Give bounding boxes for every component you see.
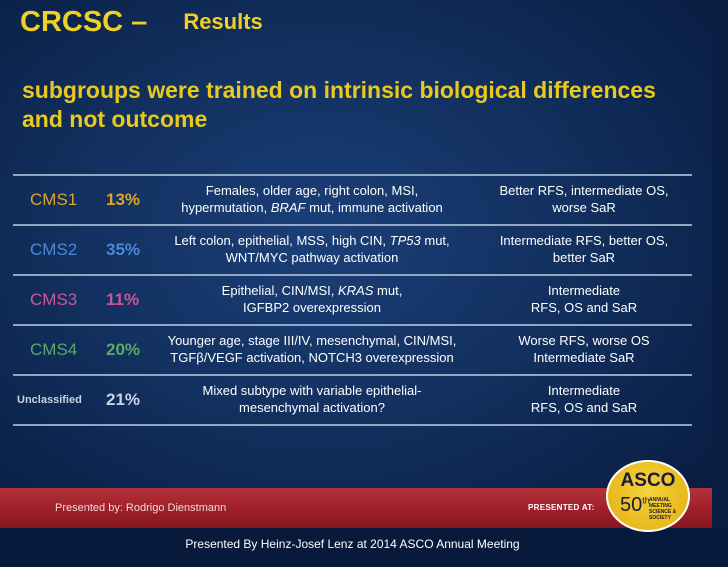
cms-row-cms4: CMS4 20% Younger age, stage III/IV, mese… <box>13 326 692 374</box>
row-divider <box>13 174 692 176</box>
outcome-line: Intermediate SaR <box>533 350 635 365</box>
badge-line: SCIENCE & SOCIETY <box>649 509 677 521</box>
footer-bar: Presented by: Rodrigo Dienstmann PRESENT… <box>0 488 712 528</box>
cms-outcome: Intermediate RFS, OS and SaR <box>479 382 689 416</box>
row-divider <box>13 274 692 276</box>
outcome-line: better SaR <box>552 250 616 265</box>
desc-line: mesenchymal activation? <box>239 400 385 415</box>
outcome-line: Intermediate <box>547 283 621 298</box>
cms-row-cms1: CMS1 13% Females, older age, right colon… <box>13 176 692 224</box>
desc-line: WNT/MYC pathway activation <box>225 250 399 265</box>
desc-line: IGFBP2 overexpression <box>242 300 381 315</box>
cms-percent: 21% <box>106 390 141 409</box>
gene-name: KRAS <box>338 283 374 298</box>
cms-outcome: Intermediate RFS, better OS, better SaR <box>479 232 689 266</box>
cms-row-unclassified: Unclassified 21% Mixed subtype with vari… <box>13 376 692 424</box>
cms-description: Younger age, stage III/IV, mesenchymal, … <box>163 332 461 366</box>
cms-name: CMS1 <box>30 190 78 209</box>
outcome-line: RFS, OS and SaR <box>530 400 638 415</box>
gene-name: TP53 <box>389 233 421 248</box>
badge-ordinal: th <box>642 495 650 506</box>
row-divider <box>13 374 692 376</box>
cms-name: CMS4 <box>30 340 78 359</box>
desc-line: Younger age, stage III/IV, mesenchymal, … <box>167 333 457 348</box>
desc-text: mut, <box>373 283 403 298</box>
presenter-credit: Presented by: Rodrigo Dienstmann <box>55 502 227 514</box>
row-divider <box>13 424 692 426</box>
cms-name: Unclassified <box>17 394 82 406</box>
outcome-line: Worse RFS, worse OS <box>518 333 650 348</box>
cms-outcome: Intermediate RFS, OS and SaR <box>479 282 689 316</box>
outcome-line: Intermediate <box>547 383 621 398</box>
desc-line: Mixed subtype with variable epithelial- <box>202 383 422 398</box>
outcome-line: worse SaR <box>552 200 616 215</box>
badge-number: 50 <box>620 494 643 516</box>
desc-line: hypermutation, BRAF mut, immune activati… <box>163 199 461 216</box>
badge-line: MEETING <box>649 503 672 509</box>
cms-description: Females, older age, right colon, MSI, hy… <box>163 182 461 216</box>
desc-line: Females, older age, right colon, MSI, <box>205 183 419 198</box>
cms-percent: 11% <box>106 290 140 309</box>
desc-line: Epithelial, CIN/MSI, KRAS mut, <box>163 282 461 299</box>
cms-table: CMS1 13% Females, older age, right colon… <box>13 174 692 426</box>
gene-name: BRAF <box>270 200 306 215</box>
cms-description: Left colon, epithelial, MSS, high CIN, T… <box>163 232 461 266</box>
desc-line: TGFβ/VEGF activation, NOTCH3 overexpress… <box>170 350 454 365</box>
slide-subtitle: subgroups were trained on intrinsic biol… <box>22 77 656 132</box>
cms-row-cms3: CMS3 11% Epithelial, CIN/MSI, KRAS mut, … <box>13 276 692 324</box>
cms-outcome: Worse RFS, worse OS Intermediate SaR <box>479 332 689 366</box>
cms-description: Mixed subtype with variable epithelial- … <box>163 382 461 416</box>
asco-logo-number: 50th <box>620 494 650 517</box>
cms-name: CMS3 <box>30 290 78 309</box>
outcome-line: Intermediate RFS, better OS, <box>499 233 669 248</box>
desc-text: mut, immune activation <box>305 200 443 215</box>
slide: CRCSC – Results subgroups were trained on… <box>0 0 712 528</box>
frame-edge <box>712 0 728 528</box>
desc-text: Epithelial, CIN/MSI, <box>221 283 338 298</box>
cms-name: CMS2 <box>30 240 78 259</box>
outcome-line: Better RFS, intermediate OS, <box>499 183 669 198</box>
cms-percent: 35% <box>106 240 141 259</box>
desc-text: mut, <box>420 233 450 248</box>
presented-at-label: PRESENTED AT: <box>528 503 595 512</box>
desc-text: hypermutation, <box>181 200 271 215</box>
row-divider <box>13 324 692 326</box>
outcome-line: RFS, OS and SaR <box>530 300 638 315</box>
desc-text: Left colon, epithelial, MSS, high CIN, <box>174 233 390 248</box>
title-sub: Results <box>183 9 263 34</box>
row-divider <box>13 224 692 226</box>
slide-title: CRCSC – Results <box>20 6 263 39</box>
desc-line: Left colon, epithelial, MSS, high CIN, T… <box>163 232 461 249</box>
video-caption: Presented By Heinz-Josef Lenz at 2014 AS… <box>185 537 520 551</box>
cms-row-cms2: CMS2 35% Left colon, epithelial, MSS, hi… <box>13 226 692 274</box>
asco-logo-text: ASCO <box>620 470 676 491</box>
cms-percent: 13% <box>106 190 141 209</box>
cms-outcome: Better RFS, intermediate OS, worse SaR <box>479 182 689 216</box>
asco-logo-annual: ANNUAL MEETING SCIENCE & SOCIETY <box>649 497 685 521</box>
cms-percent: 20% <box>106 340 141 359</box>
cms-description: Epithelial, CIN/MSI, KRAS mut, IGFBP2 ov… <box>163 282 461 316</box>
badge-line: ANNUAL <box>649 497 671 503</box>
title-main: CRCSC – <box>20 6 148 38</box>
asco-logo: ASCO 50th ANNUAL MEETING SCIENCE & SOCIE… <box>606 460 690 532</box>
